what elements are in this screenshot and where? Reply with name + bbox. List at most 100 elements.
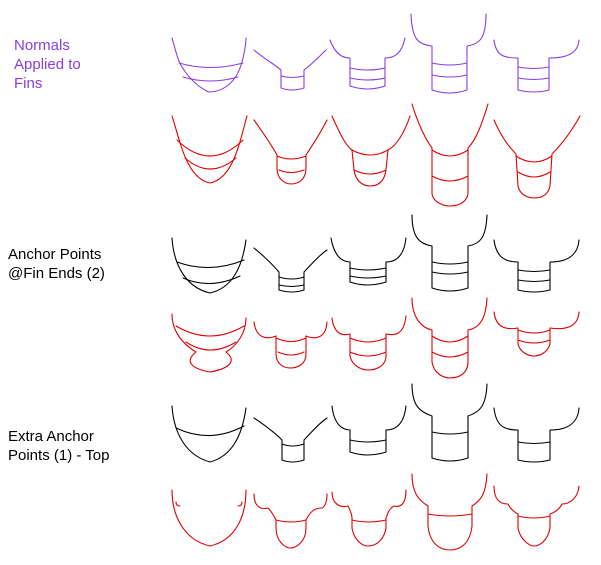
shape-4-3 (331, 315, 407, 371)
shape-3-2 (253, 247, 328, 293)
fin-curve (281, 443, 305, 447)
fin-curve (431, 74, 468, 78)
fin-curve (253, 417, 328, 463)
shape-3-1 (171, 237, 247, 294)
fin-curve (349, 351, 387, 357)
fin-curve (331, 115, 411, 187)
fin-curve (176, 139, 244, 157)
shape-1-2 (253, 49, 327, 91)
fin-curve (171, 37, 247, 93)
fin-curve (431, 149, 469, 157)
shape-6-1 (171, 489, 247, 547)
shape-5-2 (253, 417, 328, 463)
fin-curve (349, 267, 387, 271)
fin-curve (171, 115, 248, 184)
fin-curve (351, 519, 387, 523)
shape-3-4 (411, 214, 488, 292)
fin-curve (331, 315, 407, 371)
shape-2-4 (411, 103, 489, 207)
fin-curve (253, 49, 327, 91)
fin-curve (253, 247, 328, 293)
fin-curve (410, 13, 487, 94)
fin-curve (278, 284, 305, 288)
fin-curve (517, 515, 551, 519)
shape-5-4 (411, 383, 488, 462)
shape-5-5 (493, 407, 580, 463)
fin-curve (178, 62, 244, 68)
shape-6-2 (253, 493, 328, 549)
fin-curve (175, 325, 245, 337)
fin-curve (517, 66, 550, 70)
fin-curve (493, 311, 580, 357)
fin-curve (182, 275, 241, 285)
fin-curve (517, 339, 551, 344)
shape-5-1 (171, 405, 247, 463)
fin-curve (171, 489, 247, 547)
shape-4-5 (493, 311, 580, 357)
shape-4-1 (171, 313, 247, 373)
shape-6-4 (411, 473, 488, 551)
fin-curve (275, 519, 307, 523)
row-anchor-red (171, 297, 580, 379)
fin-curve (175, 425, 245, 437)
fin-curve (280, 75, 305, 79)
label-normals-applied-to-fins: Normals Applied to Fins (14, 37, 81, 92)
label-anchor-points-fin-ends: Anchor Points @Fin Ends (2) (8, 246, 105, 282)
fin-curve (184, 157, 237, 170)
shape-4-4 (411, 297, 488, 379)
fin-curve (427, 513, 473, 517)
fin-curve (431, 431, 469, 435)
fin-curve (493, 407, 580, 463)
fin-curve (431, 175, 469, 182)
fin-curve (493, 485, 580, 547)
fin-curve (278, 276, 305, 280)
fin-curve (411, 103, 489, 207)
fin-curve (493, 115, 581, 199)
shape-2-2 (253, 119, 328, 185)
fin-curve (431, 261, 469, 265)
fin-curve (253, 119, 328, 185)
fin-curve (349, 77, 386, 81)
fin-curve (517, 269, 551, 273)
fin-curve (176, 259, 245, 269)
fin-curve (493, 39, 580, 93)
shape-6-5 (493, 485, 580, 547)
fin-curve (237, 501, 243, 507)
fin-curve (353, 169, 387, 175)
shape-2-3 (331, 115, 411, 187)
fin-curve (276, 155, 307, 160)
row-anchor-black (171, 214, 580, 294)
fin-curve (331, 405, 407, 456)
fin-curve (517, 329, 551, 334)
shape-1-3 (329, 37, 406, 90)
fin-curve (411, 214, 488, 292)
fin-curve (171, 405, 247, 463)
fin-curve (515, 155, 553, 163)
fin-curve (411, 297, 488, 379)
fin-curve (349, 67, 386, 71)
fin-curve (253, 493, 328, 549)
fin-curve (493, 239, 580, 293)
fin-curve (275, 337, 307, 343)
fin-curve (171, 313, 247, 373)
fin-curve (431, 62, 468, 66)
fin-curve (185, 341, 237, 351)
shape-5-3 (331, 405, 407, 456)
fin-curve (175, 501, 181, 507)
fin-curve (411, 383, 488, 462)
row-extra-black (171, 383, 580, 463)
fin-curve (431, 351, 469, 358)
fin-curve (253, 321, 328, 369)
fin-curve (517, 171, 551, 178)
shape-3-5 (493, 239, 580, 293)
fin-curve (411, 473, 488, 551)
row-normals-purple (171, 13, 580, 94)
fin-curve (349, 337, 387, 343)
row-extra-red (171, 473, 580, 551)
fin-curve (431, 271, 469, 275)
fin-curve (349, 439, 387, 443)
fin-curve (277, 351, 305, 356)
fin-curve (182, 76, 239, 82)
shape-3-3 (330, 237, 407, 286)
